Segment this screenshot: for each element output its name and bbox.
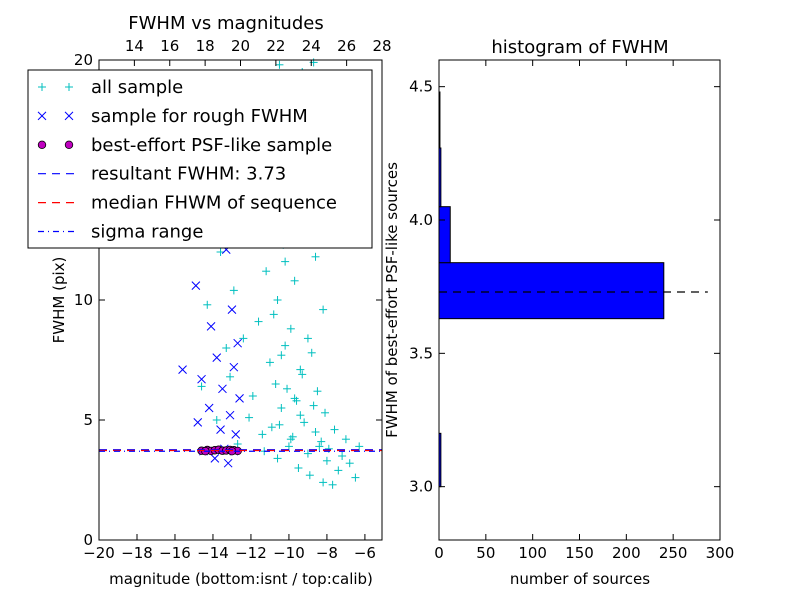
histogram-bar bbox=[438, 262, 665, 320]
x-tick-label: −8 bbox=[316, 544, 338, 562]
scatter-axes-layer: −20 −18 −16 −14 −12 −10 −8 −6 0 5 10 20 14 16 18 20 22 24… bbox=[74, 37, 392, 562]
top-x-tick-label: 18 bbox=[196, 37, 215, 55]
scatter-point-b bbox=[210, 454, 220, 463]
hist-y-tick-label: 3.5 bbox=[409, 344, 433, 362]
legend-label: resultant FWHM: 3.73 bbox=[91, 164, 286, 185]
histogram-y-axis-label: FWHM of best-effort PSF-like sources bbox=[383, 162, 401, 438]
scatter-point-b bbox=[218, 384, 227, 394]
scatter-x-axis-label: magnitude (bottom:isnt / top:calib) bbox=[109, 570, 373, 588]
top-x-tick-label: 14 bbox=[125, 37, 144, 55]
legend-marker-b bbox=[64, 111, 74, 121]
scatter-y-axis-label: FWHM (pix) bbox=[50, 257, 68, 344]
x-tick-label: −12 bbox=[235, 544, 267, 562]
scatter-title: FWHM vs magnitudes bbox=[128, 13, 323, 34]
y-tick-label: 5 bbox=[83, 411, 93, 429]
scatter-point-b bbox=[231, 430, 241, 439]
x-tick-label: −16 bbox=[159, 544, 191, 562]
hist-x-tick-label: 250 bbox=[659, 544, 688, 562]
hist-x-tick-label: 300 bbox=[706, 544, 735, 562]
hist-y-tick-label: 4.5 bbox=[409, 78, 433, 96]
hist-x-tick-label: 0 bbox=[434, 544, 444, 562]
legend-label: sigma range bbox=[91, 222, 203, 243]
scatter-plot-frame bbox=[98, 59, 383, 541]
scatter-point-b bbox=[204, 403, 214, 413]
hist-x-tick-label: 100 bbox=[518, 544, 547, 562]
scatter-plot: −20 −18 −16 −14 −12 −10 −8 −6 0 5 10 20 14 16 18 20 22 24… bbox=[27, 13, 392, 588]
scatter-point-b bbox=[216, 425, 225, 434]
histogram-title: histogram of FWHM bbox=[491, 37, 668, 58]
y-tick-label: 0 bbox=[83, 531, 93, 549]
histogram-plot: 0 50 100 150 200 250 300 3.0 3.5 4.0 4.5 histogram… bbox=[383, 37, 734, 588]
scatter-point-b bbox=[178, 365, 187, 374]
histogram-axes-layer: 0 50 100 150 200 250 300 3.0 3.5 4.0 4.5 bbox=[409, 60, 734, 562]
legend-label: sample for rough FWHM bbox=[91, 106, 308, 127]
hist-x-tick-label: 150 bbox=[565, 544, 594, 562]
top-x-tick-label: 24 bbox=[302, 37, 321, 55]
legend-label: best-effort PSF-like sample bbox=[91, 135, 332, 156]
histogram-plot-frame bbox=[438, 59, 721, 541]
top-x-tick-label: 22 bbox=[266, 37, 285, 55]
scatter-point-b bbox=[225, 410, 235, 420]
top-x-tick-label: 20 bbox=[231, 37, 250, 55]
scatter-point-b bbox=[229, 362, 239, 372]
hist-x-tick-label: 50 bbox=[476, 544, 495, 562]
legend-marker bbox=[37, 140, 47, 149]
legend: all sample sample for rough FWHM best-effo… bbox=[27, 69, 373, 249]
scatter-point-b bbox=[206, 322, 216, 331]
hist-y-tick-label: 3.0 bbox=[409, 478, 433, 496]
top-x-tick-label: 26 bbox=[337, 37, 356, 55]
legend-marker-b bbox=[37, 111, 47, 121]
scatter-point-b bbox=[227, 305, 237, 314]
y-tick-label: 10 bbox=[74, 291, 93, 309]
legend-box bbox=[27, 69, 373, 249]
scatter-point-b bbox=[223, 458, 233, 468]
x-tick-label: −14 bbox=[197, 544, 229, 562]
scatter-point-b bbox=[212, 353, 222, 362]
scatter-point-b bbox=[191, 281, 201, 290]
x-tick-label: −18 bbox=[121, 544, 153, 562]
hist-x-tick-label: 200 bbox=[612, 544, 641, 562]
x-tick-label: −10 bbox=[273, 544, 305, 562]
scatter-point-b bbox=[235, 394, 244, 403]
top-x-tick-label: 28 bbox=[372, 37, 391, 55]
scatter-point-b bbox=[193, 418, 203, 427]
hist-y-tick-label: 4.0 bbox=[409, 211, 433, 229]
x-tick-label: −20 bbox=[83, 544, 115, 562]
histogram-x-axis-label: number of sources bbox=[510, 570, 650, 588]
reference-lines-layer bbox=[99, 449, 382, 452]
scatter-point-b bbox=[233, 338, 243, 348]
legend-marker bbox=[64, 140, 74, 149]
y-tick-label: 20 bbox=[74, 51, 93, 69]
legend-label: median FHWM of sequence bbox=[91, 193, 337, 214]
legend-label: all sample bbox=[91, 77, 183, 98]
x-tick-label: −6 bbox=[354, 544, 376, 562]
scatter-point-b bbox=[197, 374, 206, 384]
top-x-tick-label: 16 bbox=[160, 37, 179, 55]
histogram-bar bbox=[438, 206, 451, 264]
